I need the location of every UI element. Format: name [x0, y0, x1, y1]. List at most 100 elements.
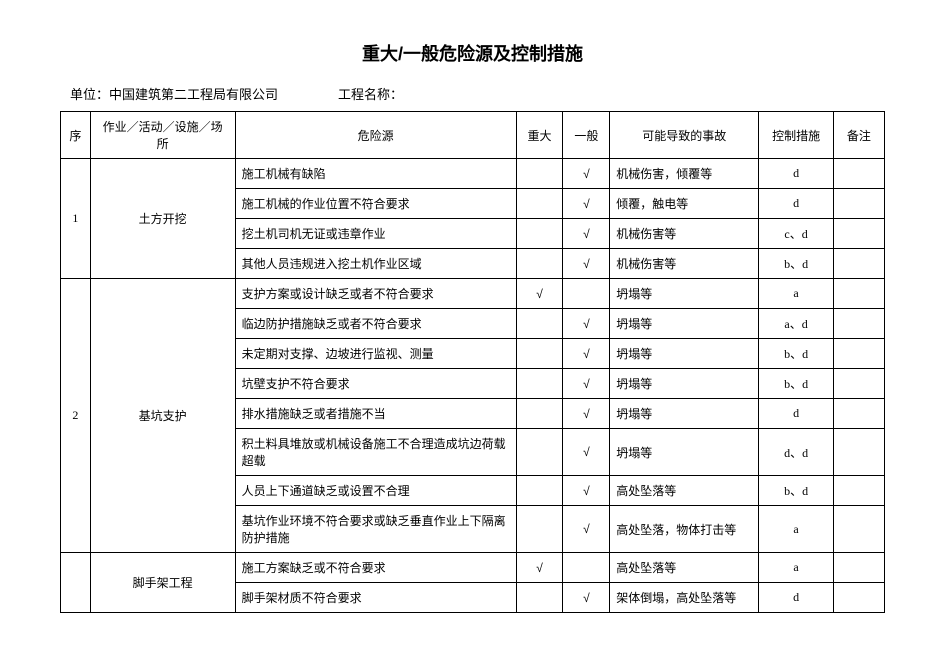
cell-accident: 坍塌等 [610, 429, 759, 476]
cell-hazard: 人员上下通道缺乏或设置不合理 [235, 476, 516, 506]
cell-measure: c、d [759, 219, 834, 249]
cell-general: √ [563, 309, 610, 339]
cell-accident: 高处坠落，物体打击等 [610, 506, 759, 553]
cell-major [516, 583, 563, 613]
cell-measure: b、d [759, 369, 834, 399]
cell-general [563, 553, 610, 583]
hazard-table: 序 作业／活动／设施／场所 危险源 重大 一般 可能导致的事故 控制措施 备注 … [60, 111, 885, 613]
cell-measure: b、d [759, 339, 834, 369]
cell-major: √ [516, 279, 563, 309]
cell-hazard: 积土料具堆放或机械设备施工不合理造成坑边荷载超载 [235, 429, 516, 476]
th-hazard: 危险源 [235, 112, 516, 159]
cell-major: √ [516, 553, 563, 583]
project-block: 工程名称： [338, 84, 403, 103]
cell-activity: 土方开挖 [90, 159, 235, 279]
cell-seq: 2 [61, 279, 91, 553]
cell-major [516, 369, 563, 399]
project-label: 工程名称： [338, 87, 403, 102]
cell-major [516, 429, 563, 476]
table-row: 2基坑支护支护方案或设计缺乏或者不符合要求√坍塌等a [61, 279, 885, 309]
cell-accident: 架体倒塌，高处坠落等 [610, 583, 759, 613]
cell-hazard: 施工机械有缺陷 [235, 159, 516, 189]
cell-hazard: 基坑作业环境不符合要求或缺乏垂直作业上下隔离防护措施 [235, 506, 516, 553]
cell-hazard: 未定期对支撑、边坡进行监视、测量 [235, 339, 516, 369]
cell-major [516, 506, 563, 553]
table-row: 脚手架工程施工方案缺乏或不符合要求√高处坠落等a [61, 553, 885, 583]
cell-hazard: 支护方案或设计缺乏或者不符合要求 [235, 279, 516, 309]
cell-major [516, 476, 563, 506]
cell-major [516, 219, 563, 249]
cell-measure: b、d [759, 476, 834, 506]
cell-remark [833, 476, 884, 506]
cell-hazard: 排水措施缺乏或者措施不当 [235, 399, 516, 429]
th-accident: 可能导致的事故 [610, 112, 759, 159]
cell-general [563, 279, 610, 309]
cell-accident: 坍塌等 [610, 399, 759, 429]
cell-general: √ [563, 159, 610, 189]
cell-hazard: 其他人员违规进入挖土机作业区域 [235, 249, 516, 279]
th-measure: 控制措施 [759, 112, 834, 159]
cell-accident: 机械伤害等 [610, 219, 759, 249]
cell-measure: d [759, 583, 834, 613]
th-seq: 序 [61, 112, 91, 159]
doc-title: 重大/一般危险源及控制措施 [60, 40, 885, 66]
th-major: 重大 [516, 112, 563, 159]
cell-hazard: 脚手架材质不符合要求 [235, 583, 516, 613]
cell-remark [833, 279, 884, 309]
cell-remark [833, 553, 884, 583]
cell-measure: a、d [759, 309, 834, 339]
cell-general: √ [563, 369, 610, 399]
cell-measure: b、d [759, 249, 834, 279]
cell-remark [833, 369, 884, 399]
cell-remark [833, 249, 884, 279]
cell-general: √ [563, 399, 610, 429]
unit-block: 单位：中国建筑第二工程局有限公司 [70, 84, 278, 103]
cell-accident: 坍塌等 [610, 309, 759, 339]
table-row: 1土方开挖施工机械有缺陷√机械伤害，倾覆等d [61, 159, 885, 189]
cell-accident: 倾覆，触电等 [610, 189, 759, 219]
cell-remark [833, 506, 884, 553]
cell-major [516, 249, 563, 279]
cell-remark [833, 159, 884, 189]
cell-hazard: 施工机械的作业位置不符合要求 [235, 189, 516, 219]
cell-activity: 基坑支护 [90, 279, 235, 553]
cell-measure: a [759, 506, 834, 553]
cell-major [516, 159, 563, 189]
cell-accident: 坍塌等 [610, 279, 759, 309]
cell-general: √ [563, 429, 610, 476]
cell-general: √ [563, 189, 610, 219]
cell-accident: 机械伤害，倾覆等 [610, 159, 759, 189]
cell-remark [833, 189, 884, 219]
cell-hazard: 挖土机司机无证或违章作业 [235, 219, 516, 249]
cell-general: √ [563, 339, 610, 369]
cell-major [516, 339, 563, 369]
meta-row: 单位：中国建筑第二工程局有限公司 工程名称： [60, 84, 885, 103]
cell-remark [833, 339, 884, 369]
cell-measure: d [759, 159, 834, 189]
cell-hazard: 临边防护措施缺乏或者不符合要求 [235, 309, 516, 339]
cell-remark [833, 399, 884, 429]
unit-label: 单位： [70, 87, 109, 102]
cell-activity: 脚手架工程 [90, 553, 235, 613]
cell-accident: 机械伤害等 [610, 249, 759, 279]
cell-remark [833, 583, 884, 613]
cell-general: √ [563, 583, 610, 613]
cell-measure: d [759, 399, 834, 429]
cell-general: √ [563, 506, 610, 553]
cell-measure: d [759, 189, 834, 219]
cell-general: √ [563, 249, 610, 279]
cell-measure: d、d [759, 429, 834, 476]
cell-hazard: 坑壁支护不符合要求 [235, 369, 516, 399]
unit-value: 中国建筑第二工程局有限公司 [109, 87, 278, 102]
cell-general: √ [563, 476, 610, 506]
cell-major [516, 309, 563, 339]
cell-accident: 高处坠落等 [610, 553, 759, 583]
cell-hazard: 施工方案缺乏或不符合要求 [235, 553, 516, 583]
cell-measure: a [759, 553, 834, 583]
cell-accident: 坍塌等 [610, 369, 759, 399]
th-general: 一般 [563, 112, 610, 159]
cell-major [516, 399, 563, 429]
th-activity: 作业／活动／设施／场所 [90, 112, 235, 159]
cell-remark [833, 219, 884, 249]
table-header-row: 序 作业／活动／设施／场所 危险源 重大 一般 可能导致的事故 控制措施 备注 [61, 112, 885, 159]
